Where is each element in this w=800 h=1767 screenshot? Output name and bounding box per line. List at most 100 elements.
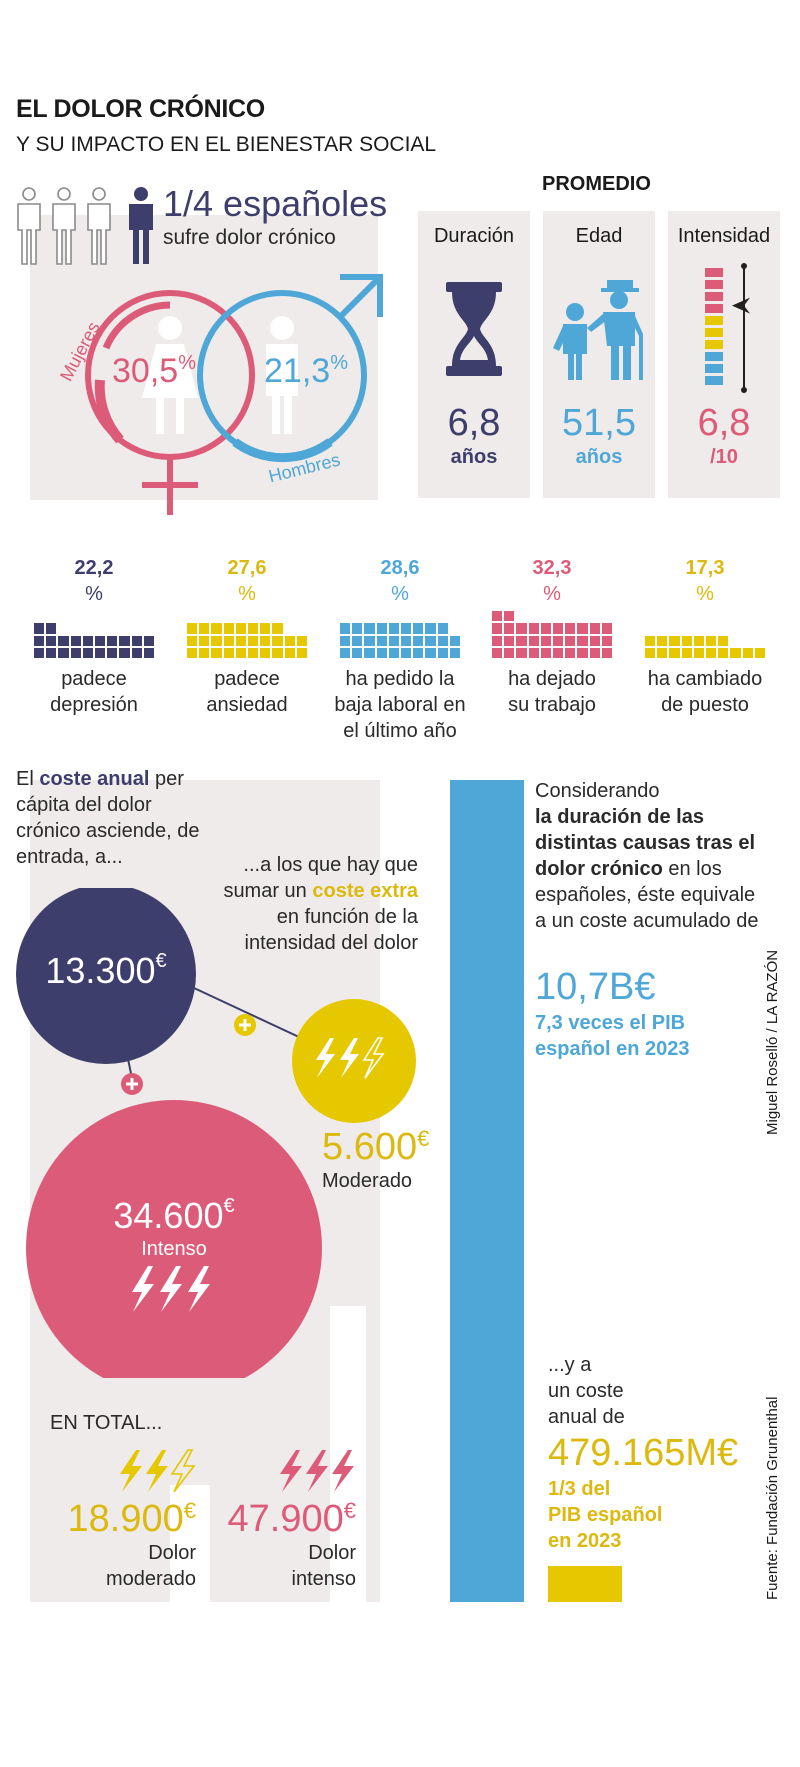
waffle-cell xyxy=(681,574,692,585)
waffle-cell xyxy=(669,562,680,573)
waffle-cell xyxy=(284,611,295,622)
waffle-cell xyxy=(58,562,69,573)
waffle-cell xyxy=(272,623,283,634)
waffle-cell xyxy=(340,586,351,597)
grandfather-child-icon xyxy=(553,280,643,380)
waffle-cell xyxy=(46,586,57,597)
waffle-cell xyxy=(296,598,307,610)
waffle-cell xyxy=(296,574,307,585)
effect-value: 22,2 xyxy=(74,557,114,579)
waffle-cell xyxy=(589,635,600,646)
waffle-cell xyxy=(577,586,588,597)
waffle-cell xyxy=(284,598,295,610)
waffle-cell xyxy=(70,586,81,597)
waffle-cell xyxy=(425,586,436,597)
waffle-cell xyxy=(187,647,198,658)
waffle-cell xyxy=(601,574,612,585)
waffle-cell xyxy=(94,586,106,597)
waffle-cell xyxy=(340,598,351,610)
waffle-cell xyxy=(119,647,130,658)
male-symbol-icon xyxy=(197,274,383,463)
waffle-cell xyxy=(425,611,436,622)
waffle-cell xyxy=(211,574,222,585)
waffle-cell xyxy=(669,635,680,646)
effect-label: padece depresión xyxy=(50,668,138,716)
waffle-cell xyxy=(565,611,576,622)
waffle-cell xyxy=(645,574,656,585)
waffle-cell xyxy=(211,623,222,634)
waffle-cell xyxy=(34,586,45,597)
waffle-cell xyxy=(34,623,45,634)
waffle-cell xyxy=(107,562,118,573)
waffle-cell xyxy=(577,598,588,610)
waffle-cell xyxy=(730,647,741,658)
waffle-cell xyxy=(388,635,399,646)
waffle-cell xyxy=(70,574,81,585)
waffle-cell xyxy=(681,647,692,658)
effect-percentage: 22,2% xyxy=(34,555,154,607)
waffle-cell xyxy=(352,586,363,597)
waffle-cell xyxy=(82,635,93,646)
waffle-cell xyxy=(693,538,704,549)
waffle-cell xyxy=(645,611,656,622)
waffle-cell xyxy=(364,611,375,622)
waffle-cell xyxy=(552,538,564,549)
waffle-cell xyxy=(187,550,198,561)
waffle-cell xyxy=(645,562,656,573)
waffle-cell xyxy=(247,635,259,646)
total-heading: EN TOTAL... xyxy=(50,1412,163,1434)
waffle-cell xyxy=(601,562,612,573)
total-intense-value: 47.900€ xyxy=(227,1498,356,1540)
waffle-cell xyxy=(742,611,753,622)
waffle-cell xyxy=(352,550,363,561)
waffle-cell xyxy=(693,598,704,610)
waffle-cell xyxy=(437,586,448,597)
waffle-cell xyxy=(754,623,765,634)
waffle-cell xyxy=(284,635,295,646)
waffle-cell xyxy=(376,647,387,658)
man-silhouette-icon xyxy=(266,316,298,434)
waffle-cell xyxy=(364,550,375,561)
effect-unit: % xyxy=(85,583,103,605)
waffle-cell xyxy=(425,647,436,658)
waffle-cell xyxy=(131,574,142,585)
waffle-cell xyxy=(352,611,363,622)
waffle-cell xyxy=(742,635,753,646)
waffle-cell xyxy=(449,550,460,561)
waffle-cell xyxy=(58,550,69,561)
waffle-cell xyxy=(552,550,564,561)
waffle-cell xyxy=(388,574,399,585)
waffle-cell xyxy=(223,611,234,622)
waffle-cell xyxy=(260,586,271,597)
waffle-cell xyxy=(577,562,588,573)
waffle-cell xyxy=(742,623,753,634)
waffle-cell xyxy=(565,574,576,585)
waffle-cell xyxy=(94,623,106,634)
waffle-cell xyxy=(645,647,656,658)
waffle-cell xyxy=(589,598,600,610)
waffle-cell xyxy=(693,550,704,561)
annual-value: 479.165M€ xyxy=(548,1432,739,1474)
waffle-cell xyxy=(131,538,142,549)
waffle-cell xyxy=(94,647,106,658)
moderate-bolts xyxy=(120,1449,196,1492)
waffle-cell xyxy=(260,562,271,573)
waffle-cell xyxy=(742,647,753,658)
intensity-panel xyxy=(668,211,780,498)
waffle-cell xyxy=(657,586,668,597)
waffle-cell xyxy=(107,623,118,634)
waffle-cell xyxy=(437,562,448,573)
waffle-cell xyxy=(199,635,210,646)
waffle-cell xyxy=(589,623,600,634)
waffle-cell xyxy=(247,623,259,634)
waffle-cell xyxy=(284,550,295,561)
waffle-cell xyxy=(492,586,503,597)
waffle-cell xyxy=(400,550,412,561)
waffle-cell xyxy=(681,538,692,549)
waffle-cell xyxy=(730,538,741,549)
waffle-cell xyxy=(601,623,612,634)
waffle-cell xyxy=(565,538,576,549)
waffle-cell xyxy=(272,574,283,585)
waffle-cell xyxy=(645,635,656,646)
waffle-cell xyxy=(693,647,704,658)
